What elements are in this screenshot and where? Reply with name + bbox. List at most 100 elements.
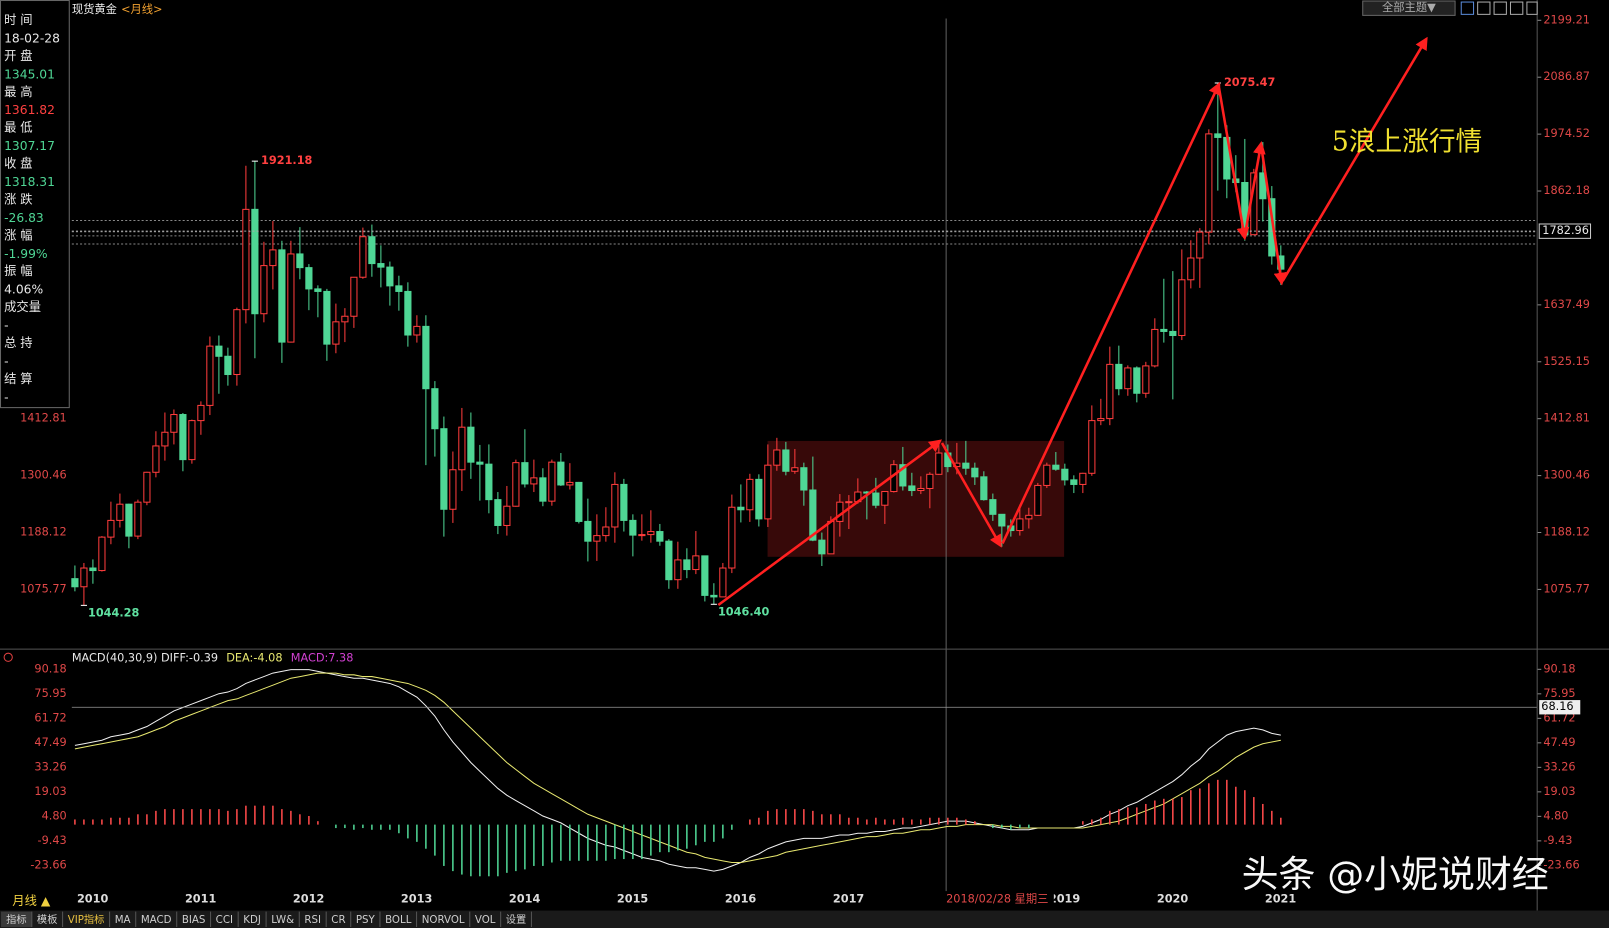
y-tick-label-left: 19.03 [34,785,66,798]
toolbar [0,910,1609,928]
y-tick-label-left: 33.26 [34,760,66,773]
info-value: 1318.31 [4,175,55,189]
candle-body [791,467,799,472]
y-tick-label-left: 1412.81 [20,412,67,425]
candle-body [800,467,808,491]
candle-body [458,426,466,471]
candle-body [872,492,880,506]
candle-body [269,249,277,267]
candle-body [440,428,448,510]
watermark: 头条 @小妮说财经 [1242,853,1549,896]
candle-body [1052,464,1060,470]
window-button[interactable] [1526,1,1538,15]
info-label: 涨 幅 [4,227,33,242]
candle-body [566,481,574,486]
candle-body [971,467,979,478]
candle-body [107,519,115,538]
info-label: 总 持 [4,335,33,350]
x-axis: 2010201120122013201420152016201720182019… [77,891,1296,907]
candle-body [1079,472,1087,485]
candle-body [989,499,997,515]
candle-body [701,555,709,596]
macd-pane: 90.18 90.18 75.95 75.95 61.72 61.72 47.49 47.49… [30,651,1581,877]
wave-annotation: 5浪上涨行情 [1332,127,1482,158]
window-button[interactable] [1493,1,1507,15]
toolbar-tab[interactable]: CR [331,914,345,926]
high-label: 1921.18 [261,154,312,167]
y-tick-label: 2086.87 [1543,70,1590,83]
legend-item: DEA:-4.08 [226,651,282,664]
candle-body [260,265,268,315]
candle-body [350,276,358,317]
candle-body [1025,514,1033,520]
info-value: 18-02-28 [4,31,60,45]
x-tick-label: 2019 [1049,892,1081,905]
theme-button-label[interactable]: 全部主题▼ [1382,0,1436,14]
y-tick-label: 61.72 [1543,711,1575,724]
candle-body [395,285,403,292]
toolbar-tab[interactable]: VOL [475,914,496,926]
crosshair-value-label: 68.16 [1541,700,1573,713]
toolbar-tab[interactable]: NORVOL [422,914,465,926]
legend-item: MACD(40,30,9) DIFF:-0.39 [72,651,218,664]
window-button[interactable] [1509,1,1524,15]
candle-body [881,491,889,506]
candle-body [899,464,907,487]
toolbar-tab[interactable]: MA [115,914,131,926]
candle-body [692,555,700,571]
window-button[interactable] [1477,1,1491,15]
y-tick-label-left: 1300.46 [20,469,67,482]
candle-body [548,461,556,502]
high-label: 2075.47 [1224,76,1275,89]
window-button[interactable] [1460,1,1475,15]
candle-body [188,420,196,461]
candle-body [827,520,835,555]
x-tick-label: 2011 [185,892,217,905]
toolbar-tab[interactable]: PSY [356,914,376,926]
candle-body [296,253,304,269]
candle-body [476,461,484,465]
toolbar-tab[interactable]: BOLL [385,914,412,926]
candle-body [728,506,736,569]
candle-body [170,414,178,433]
toolbar-tab-bg[interactable] [1,911,32,927]
toolbar-tab[interactable]: MACD [141,914,172,926]
toolbar-tab[interactable]: RSI [304,914,321,926]
arrow [1281,36,1428,282]
candle-body [1016,518,1024,532]
toolbar-tab[interactable]: LW& [271,914,294,926]
toolbar-tab[interactable]: BIAS [182,914,206,926]
candle-body [323,290,331,345]
candle-body [935,452,943,475]
y-tick-label: 4.80 [1543,809,1568,822]
candle-body [836,501,844,522]
candle-body [1106,363,1114,420]
info-label: 最 高 [4,84,33,99]
y-tick-label-left: 4.80 [42,809,67,822]
toolbar-tab[interactable]: 指标 [6,913,27,926]
y-tick-label-left: -23.66 [30,858,66,871]
candle-body [143,471,151,503]
candle-body [845,501,853,504]
candle-body [134,501,142,537]
period-tab[interactable]: 月线 ▲ [12,894,51,908]
toolbar-tab[interactable]: 设置 [506,914,527,926]
candle-body [1142,365,1150,394]
candle-body [359,236,367,278]
candle-body [737,506,745,511]
y-tick-label: 1188.12 [1543,526,1590,539]
candle-body [998,513,1006,527]
toolbar-tab[interactable]: VIP指标 [68,913,105,926]
info-panel: 时 间 18-02-28 开 盘 1345.01 最 高 1361.82 最 低 1307.1… [0,0,70,409]
theme-button[interactable] [1362,0,1456,16]
candle-body [179,414,187,461]
toolbar-tab[interactable]: KDJ [243,914,261,926]
toolbar-tab[interactable]: CCI [216,914,233,926]
toolbar-tab[interactable]: 模板 [37,913,58,926]
candle-body [1097,418,1105,422]
candle-body [89,567,97,572]
x-tick-label: 2017 [833,892,864,905]
candle-body [503,505,511,526]
candle-body [764,464,772,520]
candle-body [557,461,565,486]
